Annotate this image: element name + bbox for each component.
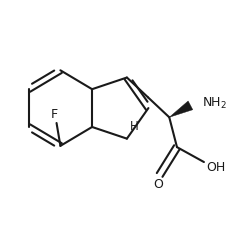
Text: F: F [51,108,58,121]
Text: NH$_2$: NH$_2$ [201,96,226,111]
Text: OH: OH [205,162,224,174]
Polygon shape [169,101,192,117]
Text: O: O [152,178,162,191]
Text: H: H [130,120,138,133]
